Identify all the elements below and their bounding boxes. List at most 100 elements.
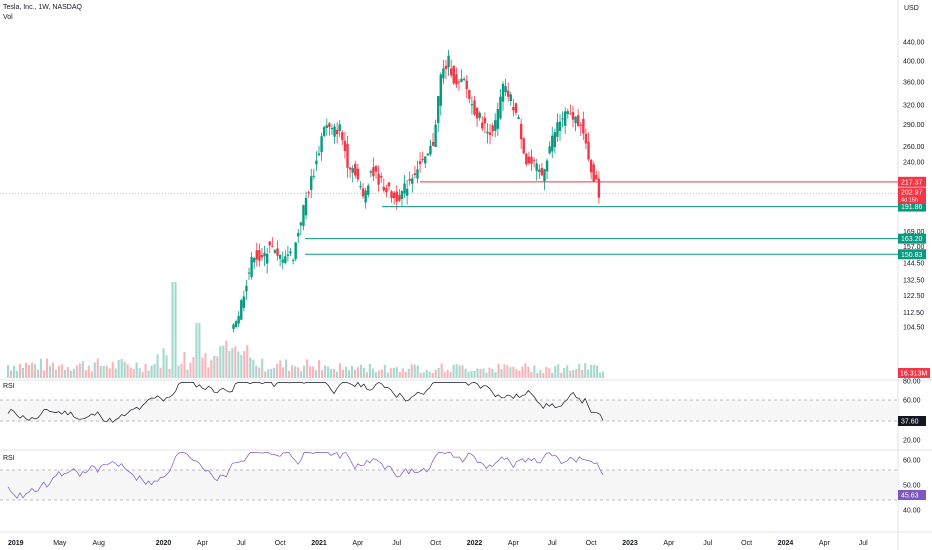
candle-body <box>437 96 440 124</box>
candle-body <box>302 205 305 226</box>
candle-body <box>525 153 528 165</box>
volume-bar <box>377 370 380 378</box>
volume-bar <box>54 369 57 378</box>
price-tick-label: 132.50 <box>903 277 925 284</box>
candle-body <box>372 167 375 177</box>
volume-bar <box>599 372 602 378</box>
volume-bar <box>195 323 198 378</box>
candle-body <box>234 321 238 328</box>
volume-bar <box>596 365 599 378</box>
candle-body <box>322 127 326 137</box>
candle-body <box>310 176 313 191</box>
candle-body <box>380 175 383 178</box>
candle-body <box>335 129 339 135</box>
volume-bar <box>551 372 554 378</box>
candle-body <box>551 135 554 152</box>
candle-body <box>242 296 246 308</box>
volume-bar <box>380 369 383 378</box>
volume-bar <box>42 370 45 378</box>
volume-bar <box>303 365 306 378</box>
time-tick-label: Jul <box>548 540 557 547</box>
candle-body <box>418 161 422 165</box>
candle-body <box>509 94 512 102</box>
volume-bar <box>7 365 10 378</box>
volume-bar <box>371 368 374 378</box>
candle-body <box>452 65 455 84</box>
volume-bar <box>359 364 362 378</box>
volume-bar <box>602 371 605 378</box>
volume-bar <box>527 366 530 378</box>
volume-bar <box>533 365 536 378</box>
candle-body <box>558 121 562 132</box>
candle-body <box>470 104 474 106</box>
candle-body <box>442 68 445 79</box>
candle-body <box>426 153 430 156</box>
volume-bar <box>108 368 111 378</box>
candle-body <box>431 141 435 146</box>
volume-bar <box>123 361 126 378</box>
time-tick-label: May <box>53 540 67 547</box>
price-tick-label: 157.00 <box>903 244 925 251</box>
volume-bar <box>315 370 318 378</box>
volume-bar <box>291 365 294 378</box>
candle-body <box>330 128 334 130</box>
volume-bar <box>356 367 359 378</box>
candle-body <box>582 118 585 134</box>
candle-body <box>307 192 310 194</box>
volume-bar <box>389 368 392 378</box>
volume-bar <box>126 364 129 378</box>
price-tick-label: 360.00 <box>903 79 925 86</box>
volume-bar <box>111 361 114 378</box>
volume-bar <box>446 369 449 378</box>
volume-bar <box>512 366 515 378</box>
currency-label: USD <box>904 5 919 12</box>
volume-bar <box>183 352 186 378</box>
candle-body <box>281 259 284 263</box>
candle-body <box>400 191 404 199</box>
volume-bar <box>9 370 13 378</box>
time-tick-label: 2024 <box>778 540 794 547</box>
candle-body <box>561 118 564 120</box>
candle-body <box>403 183 406 194</box>
candle-body <box>405 188 409 196</box>
volume-bar <box>81 361 84 378</box>
candle-body <box>398 195 401 201</box>
volume-bar <box>506 365 509 378</box>
time-tick-label: 2021 <box>311 540 327 547</box>
volume-bar <box>72 368 75 378</box>
time-tick-label: Oct <box>586 540 597 547</box>
candle-body <box>465 80 468 90</box>
volume-bar <box>338 363 342 378</box>
volume-bar <box>51 362 54 378</box>
volume-bar <box>141 371 144 378</box>
volume-bar <box>479 369 482 378</box>
volume-bar <box>548 368 551 378</box>
candle-body <box>535 163 538 171</box>
volume-bar <box>228 350 231 378</box>
candle-body <box>258 250 261 261</box>
candle-body <box>247 272 251 274</box>
volume-bar <box>153 363 156 378</box>
volume-bar <box>488 367 491 378</box>
symbol-title: Tesla, Inc., 1W, NASDAQ <box>3 4 82 11</box>
volume-bar <box>156 354 159 378</box>
candle-body <box>265 253 269 264</box>
volume-bar <box>90 371 93 378</box>
price-level-label: 150.83 <box>901 252 923 259</box>
candle-body <box>333 126 336 137</box>
candle-body <box>424 156 427 164</box>
volume-bar <box>273 367 276 378</box>
volume-bar <box>279 360 282 378</box>
candle-body <box>271 246 274 248</box>
rsi-line <box>7 452 604 499</box>
volume-bar <box>93 362 96 378</box>
volume-bar <box>563 367 566 378</box>
candle-body <box>346 144 349 168</box>
volume-bar <box>114 368 117 378</box>
candle-body <box>354 163 357 176</box>
volume-bar <box>431 372 434 378</box>
price-tick-label: 400.00 <box>903 58 925 65</box>
time-tick-label: Aug <box>92 540 105 547</box>
